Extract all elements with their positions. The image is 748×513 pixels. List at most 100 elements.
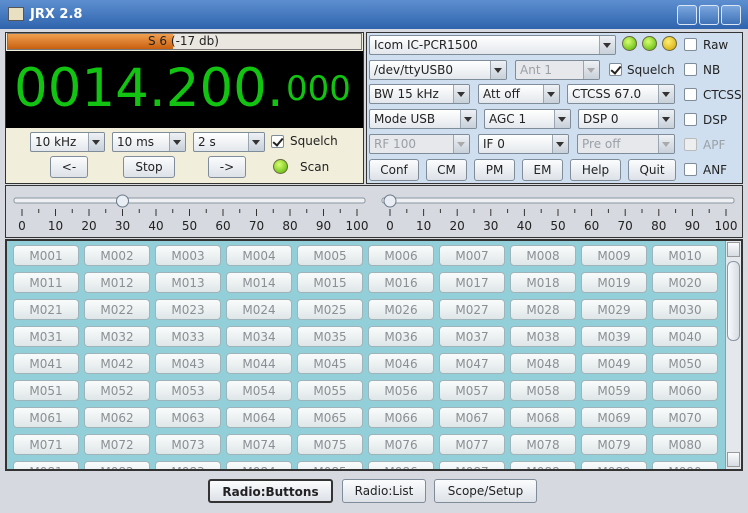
memory-button[interactable]: M050 [652,353,718,374]
if-combo[interactable]: IF 0 [478,134,569,154]
memory-button[interactable]: M070 [652,407,718,428]
tab-button[interactable]: Radio:Buttons [208,479,333,503]
memory-button[interactable]: M043 [155,353,221,374]
memory-button[interactable]: M064 [226,407,292,428]
squelch-checkbox-2[interactable] [609,63,622,76]
radio-combo[interactable]: Icom IC-PCR1500 [369,35,616,55]
cm-button[interactable]: CM [426,159,467,181]
memory-button[interactable]: M077 [439,434,505,455]
forward-button[interactable]: -> [208,156,246,178]
memory-button[interactable]: M017 [439,272,505,293]
memory-button[interactable]: M022 [84,299,150,320]
memory-button[interactable]: M041 [13,353,79,374]
memory-button[interactable]: M031 [13,326,79,347]
memory-button[interactable]: M089 [581,461,647,469]
squelch-checkbox[interactable] [271,135,284,148]
memory-button[interactable]: M080 [652,434,718,455]
scroll-up[interactable] [727,242,740,257]
memory-button[interactable]: M016 [368,272,434,293]
anf-checkbox[interactable] [684,163,697,176]
memory-button[interactable]: M066 [368,407,434,428]
delay-combo[interactable]: 10 ms [112,132,186,152]
memory-button[interactable]: M081 [13,461,79,469]
memory-button[interactable]: M028 [510,299,576,320]
memory-button[interactable]: M055 [297,380,363,401]
memory-button[interactable]: M029 [581,299,647,320]
memory-button[interactable]: M034 [226,326,292,347]
memory-button[interactable]: M084 [226,461,292,469]
memory-button[interactable]: M038 [510,326,576,347]
memory-button[interactable]: M069 [581,407,647,428]
memory-button[interactable]: M033 [155,326,221,347]
memory-button[interactable]: M061 [13,407,79,428]
ctcss-tone-combo[interactable]: CTCSS 67.0 [567,84,675,104]
memory-button[interactable]: M037 [439,326,505,347]
memory-button[interactable]: M030 [652,299,718,320]
memory-button[interactable]: M039 [581,326,647,347]
memory-button[interactable]: M086 [368,461,434,469]
memory-button[interactable]: M002 [84,245,150,266]
memory-button[interactable]: M057 [439,380,505,401]
memory-button[interactable]: M036 [368,326,434,347]
memory-button[interactable]: M015 [297,272,363,293]
memory-button[interactable]: M065 [297,407,363,428]
memory-button[interactable]: M067 [439,407,505,428]
memory-button[interactable]: M088 [510,461,576,469]
memory-button[interactable]: M019 [581,272,647,293]
memory-button[interactable]: M048 [510,353,576,374]
memory-button[interactable]: M047 [439,353,505,374]
memory-button[interactable]: M013 [155,272,221,293]
memory-button[interactable]: M074 [226,434,292,455]
memory-button[interactable]: M072 [84,434,150,455]
memory-button[interactable]: M073 [155,434,221,455]
memory-button[interactable]: M046 [368,353,434,374]
slider-thumb[interactable] [383,194,397,208]
mode-combo[interactable]: Mode USB [369,109,477,129]
memory-button[interactable]: M082 [84,461,150,469]
memory-button[interactable]: M032 [84,326,150,347]
memory-button[interactable]: M071 [13,434,79,455]
memory-button[interactable]: M063 [155,407,221,428]
memory-button[interactable]: M058 [510,380,576,401]
memory-button[interactable]: M090 [652,461,718,469]
memory-button[interactable]: M053 [155,380,221,401]
maximize-button[interactable] [699,5,719,25]
step-combo[interactable]: 10 kHz [30,132,105,152]
memory-button[interactable]: M009 [581,245,647,266]
memory-button[interactable]: M045 [297,353,363,374]
raw-checkbox[interactable] [684,38,697,51]
memory-button[interactable]: M027 [439,299,505,320]
memory-button[interactable]: M008 [510,245,576,266]
memory-button[interactable]: M035 [297,326,363,347]
memory-button[interactable]: M059 [581,380,647,401]
memory-button[interactable]: M020 [652,272,718,293]
slider-thumb[interactable] [116,194,129,208]
memory-button[interactable]: M056 [368,380,434,401]
port-combo[interactable]: /dev/ttyUSB0 [369,60,507,80]
memory-button[interactable]: M004 [226,245,292,266]
dsp-checkbox[interactable] [684,113,697,126]
memory-button[interactable]: M018 [510,272,576,293]
interval-combo[interactable]: 2 s [193,132,265,152]
conf-button[interactable]: Conf [369,159,419,181]
memory-button[interactable]: M079 [581,434,647,455]
memory-button[interactable]: M051 [13,380,79,401]
memory-button[interactable]: M007 [439,245,505,266]
memory-button[interactable]: M085 [297,461,363,469]
tab-button[interactable]: Scope/Setup [434,479,537,503]
memory-button[interactable]: M003 [155,245,221,266]
scroll-thumb[interactable] [727,261,740,341]
memory-button[interactable]: M024 [226,299,292,320]
help-button[interactable]: Help [570,159,621,181]
memory-button[interactable]: M087 [439,461,505,469]
memory-button[interactable]: M012 [84,272,150,293]
memory-button[interactable]: M006 [368,245,434,266]
memory-button[interactable]: M040 [652,326,718,347]
memory-button[interactable]: M068 [510,407,576,428]
memory-button[interactable]: M062 [84,407,150,428]
memory-button[interactable]: M083 [155,461,221,469]
minimize-button[interactable] [677,5,697,25]
dsp-level-combo[interactable]: DSP 0 [578,109,675,129]
memory-button[interactable]: M025 [297,299,363,320]
memory-button[interactable]: M060 [652,380,718,401]
